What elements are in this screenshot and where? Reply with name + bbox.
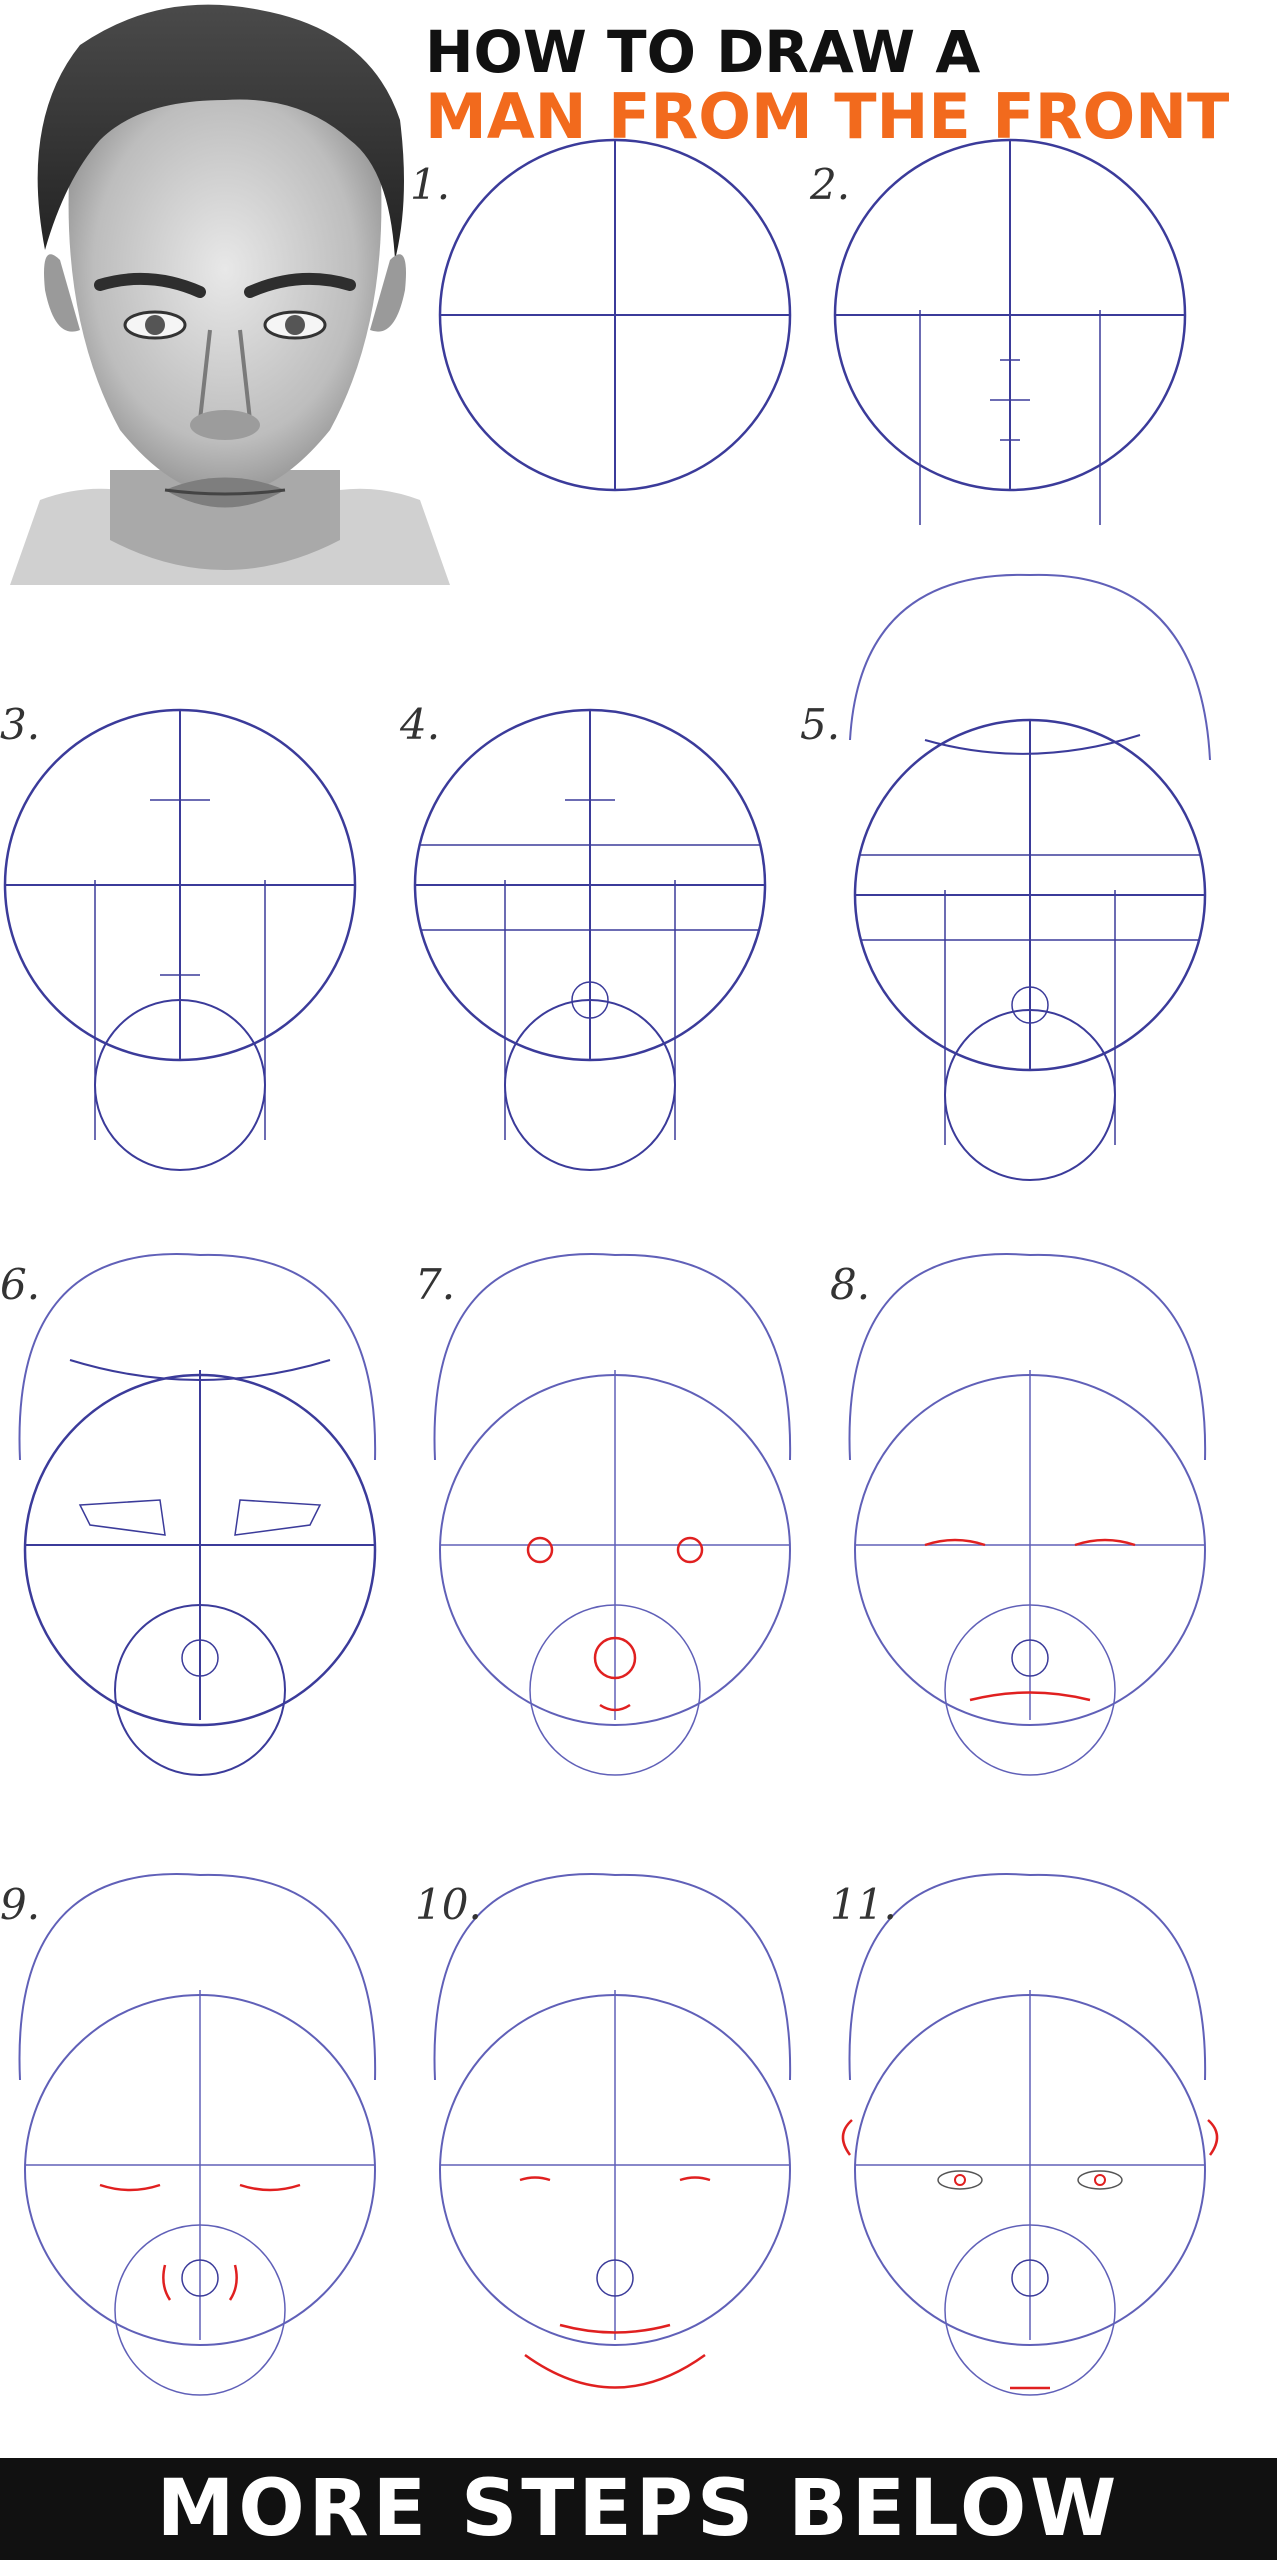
portrait-illustration <box>0 0 450 585</box>
step-1-label: 1. <box>410 160 451 209</box>
step-4-label: 4. <box>400 700 441 749</box>
step-1: 1. <box>410 138 792 720</box>
step-7-drawing <box>433 1253 792 1776</box>
footer-banner: MORE STEPS BELOW <box>0 2458 1277 2560</box>
step-2-drawing <box>833 138 1187 525</box>
step-3: 3. <box>0 700 380 1260</box>
step-4: 4. <box>400 700 780 1260</box>
step-8: 8. <box>830 1253 1210 1820</box>
step-6: 6. <box>0 1253 380 1820</box>
footer-text: MORE STEPS BELOW <box>156 2464 1121 2554</box>
step-5-drawing <box>849 573 1211 1181</box>
step-6-label: 6. <box>0 1260 41 1309</box>
title-line-1: HOW TO DRAW A <box>425 18 981 86</box>
step-10: 10. <box>415 1873 795 2440</box>
step-6-drawing <box>18 1253 377 1776</box>
step-7: 7. <box>415 1253 795 1820</box>
step-2-label: 2. <box>810 160 851 209</box>
step-11-label: 11. <box>830 1880 897 1929</box>
step-9: 9. <box>0 1873 380 2440</box>
step-7-label: 7. <box>415 1260 456 1309</box>
step-11: 11. <box>830 1873 1219 2440</box>
step-8-label: 8. <box>830 1260 871 1309</box>
step-9-drawing <box>18 1873 377 2396</box>
step-4-drawing <box>413 708 767 1171</box>
step-5: 5. <box>800 573 1211 1260</box>
step-11-drawing <box>841 1873 1219 2396</box>
step-5-label: 5. <box>800 700 841 749</box>
step-8-drawing <box>848 1253 1207 1776</box>
step-10-label: 10. <box>415 1880 482 1929</box>
step-9-label: 9. <box>0 1880 41 1929</box>
step-1-drawing <box>438 138 792 492</box>
step-2: 2. <box>810 138 1190 720</box>
step-3-drawing <box>3 708 357 1171</box>
step-10-drawing <box>433 1873 792 2389</box>
step-3-label: 3. <box>0 700 41 749</box>
title-line-2: MAN FROM THE FRONT <box>425 80 1230 153</box>
